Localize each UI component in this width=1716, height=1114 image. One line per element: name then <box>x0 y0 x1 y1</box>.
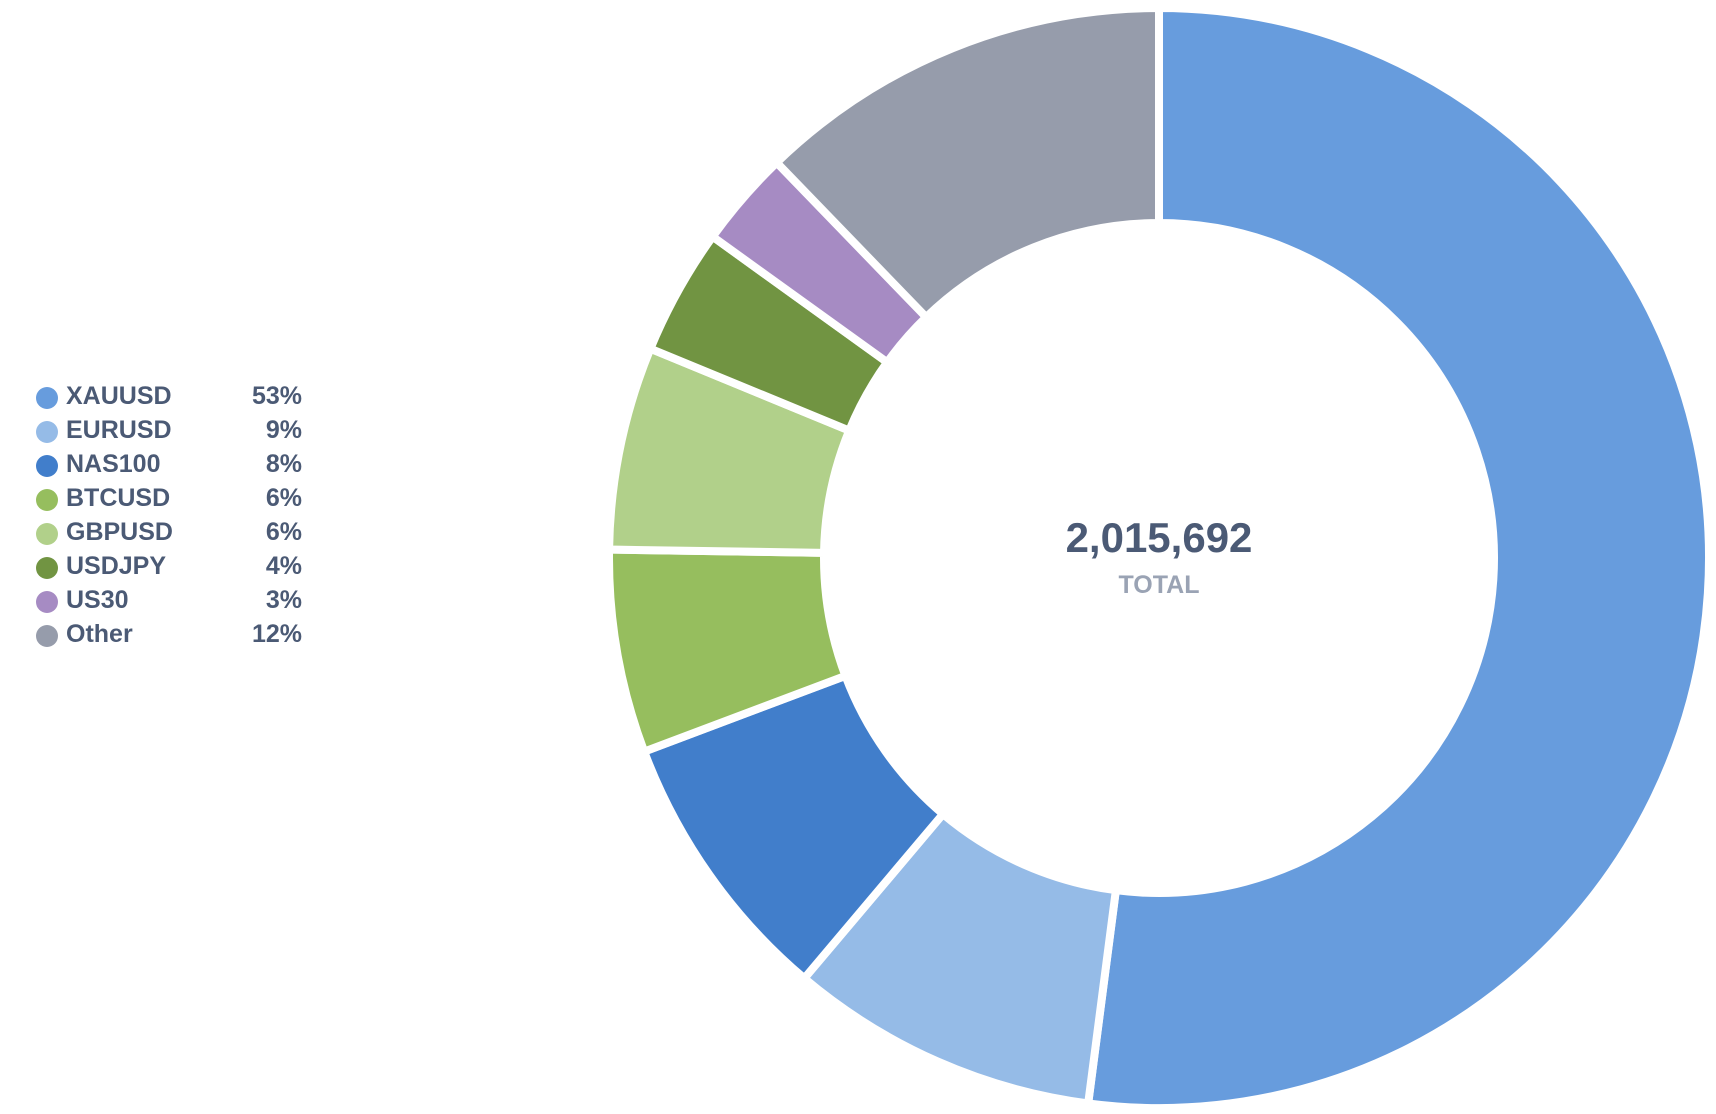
legend-label: USDJPY <box>66 552 167 580</box>
donut-slices <box>605 3 1713 1112</box>
legend-swatch <box>36 625 58 647</box>
legend-item-us30[interactable]: US30 3% <box>32 584 332 618</box>
legend-item-btcusd[interactable]: BTCUSD 6% <box>32 482 332 516</box>
legend-label: US30 <box>66 586 129 614</box>
legend-item-xauusd[interactable]: XAUUSD 53% <box>32 380 332 414</box>
legend-swatch <box>36 387 58 409</box>
legend-label: Other <box>66 620 133 648</box>
legend-percent: 6% <box>265 484 302 512</box>
legend-percent: 3% <box>265 586 302 614</box>
legend-item-nas100[interactable]: NAS100 8% <box>32 448 332 482</box>
legend-label: BTCUSD <box>66 484 171 512</box>
legend-label: NAS100 <box>66 450 161 478</box>
legend-item-eurusd[interactable]: EURUSD 9% <box>32 414 332 448</box>
legend-swatch <box>36 557 58 579</box>
legend-swatch <box>36 455 58 477</box>
legend-item-other[interactable]: Other 12% <box>32 618 332 652</box>
legend-swatch <box>36 489 58 511</box>
legend-label: XAUUSD <box>66 382 172 410</box>
legend-percent: 8% <box>265 450 302 478</box>
legend-item-usdjpy[interactable]: USDJPY 4% <box>32 550 332 584</box>
legend-item-gbpusd[interactable]: GBPUSD 6% <box>32 516 332 550</box>
donut-slice-other[interactable] <box>771 3 1163 323</box>
legend-percent: 12% <box>251 620 302 648</box>
center-total-value: 2,015,692 <box>1066 514 1253 561</box>
center-total-label: TOTAL <box>1118 571 1199 599</box>
legend-percent: 9% <box>265 416 302 444</box>
chart-legend: XAUUSD 53% EURUSD 9% NAS100 8% BTCUSD 6% GBPUSD 6… <box>32 380 332 652</box>
legend-percent: 4% <box>265 552 302 580</box>
legend-label: GBPUSD <box>66 518 173 546</box>
legend-swatch <box>36 421 58 443</box>
legend-swatch <box>36 591 58 613</box>
donut-slice-xauusd[interactable] <box>1083 3 1713 1112</box>
legend-percent: 6% <box>265 518 302 546</box>
legend-swatch <box>36 523 58 545</box>
legend-label: EURUSD <box>66 416 172 444</box>
legend-percent: 53% <box>251 382 302 410</box>
